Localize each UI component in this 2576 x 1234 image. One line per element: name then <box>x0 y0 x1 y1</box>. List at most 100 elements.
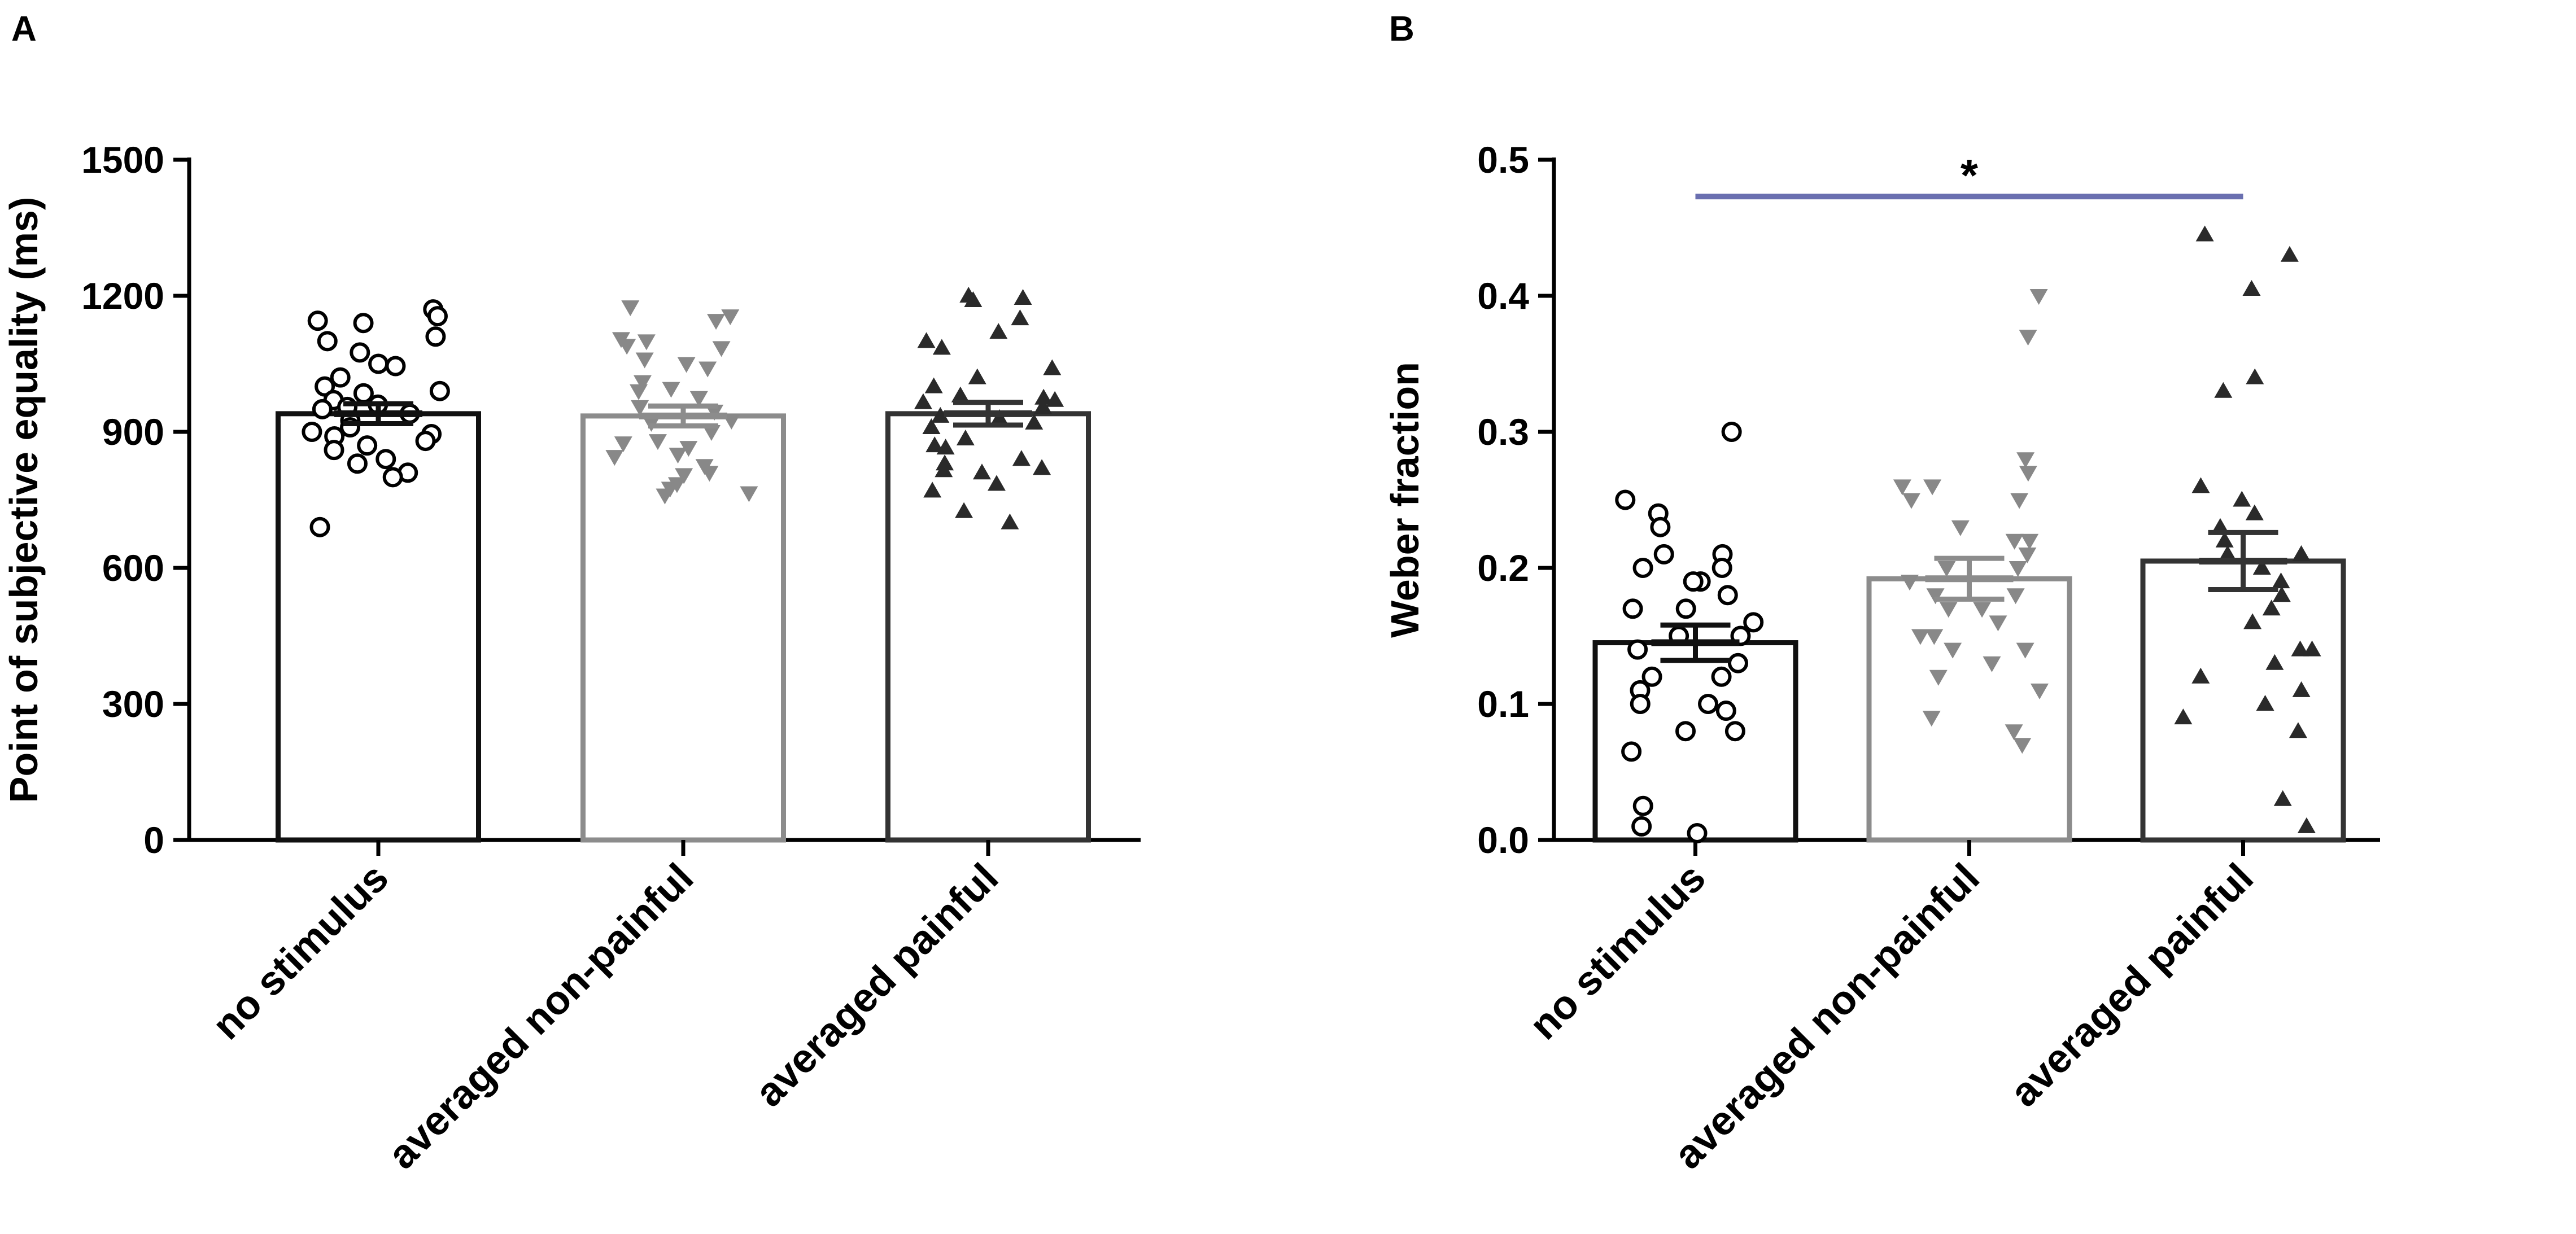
data-point <box>2016 452 2035 469</box>
data-point <box>317 331 338 352</box>
data-point <box>324 440 344 461</box>
data-point <box>677 357 696 373</box>
data-point <box>350 342 370 363</box>
data-point <box>705 404 724 421</box>
data-point <box>702 425 721 441</box>
data-point <box>307 310 328 331</box>
data-point <box>302 422 322 442</box>
data-point <box>2233 491 2251 507</box>
data-point <box>700 466 719 482</box>
data-point <box>1621 741 1642 762</box>
y-tick-label: 600 <box>102 547 164 589</box>
data-point <box>689 391 708 407</box>
data-point <box>1632 558 1653 578</box>
data-point <box>357 435 378 456</box>
data-point <box>1926 588 1945 605</box>
data-point <box>973 463 992 480</box>
data-point <box>1683 571 1704 592</box>
data-point <box>936 439 955 455</box>
data-point <box>2256 695 2274 711</box>
data-point <box>987 475 1006 491</box>
y-tick-label: 0.4 <box>1477 275 1529 317</box>
data-point <box>330 367 351 388</box>
data-point <box>740 486 758 502</box>
data-point <box>925 436 944 453</box>
data-point <box>1900 575 1919 591</box>
data-point <box>630 384 648 400</box>
data-point <box>2016 642 2034 659</box>
data-point <box>1011 309 1029 326</box>
data-point <box>712 341 731 357</box>
data-point <box>1721 422 1742 442</box>
data-point <box>1043 359 1062 375</box>
y-tick-label: 1500 <box>81 139 164 181</box>
data-point <box>1653 544 1674 565</box>
data-point <box>2265 654 2284 670</box>
data-point <box>656 488 674 505</box>
panel-label: B <box>1389 10 1414 49</box>
data-point <box>1622 598 1643 619</box>
data-point <box>618 339 636 355</box>
bar <box>2140 558 2346 843</box>
data-point <box>635 352 654 369</box>
data-point <box>936 454 954 471</box>
data-point <box>605 450 624 466</box>
data-point <box>989 323 1008 339</box>
data-point <box>990 409 1008 425</box>
data-point <box>382 467 403 488</box>
data-point <box>2005 533 2024 550</box>
data-point <box>614 436 632 453</box>
data-point <box>1727 653 1748 673</box>
data-point <box>1923 479 1942 496</box>
data-point <box>368 353 389 374</box>
data-point <box>2006 588 2025 605</box>
data-point <box>2291 640 2309 657</box>
data-point <box>1046 391 1064 407</box>
bar <box>276 411 481 843</box>
data-point <box>1641 666 1662 687</box>
data-point <box>2191 667 2210 684</box>
data-point <box>1893 479 1911 496</box>
data-point <box>621 300 640 317</box>
data-point <box>1922 711 1941 727</box>
data-point <box>1711 666 1732 687</box>
data-point <box>2273 790 2292 806</box>
category-label: averaged non-painful <box>1665 855 1988 1178</box>
significance-star: * <box>1961 150 1979 200</box>
data-point <box>631 400 649 416</box>
category-label: averaged painful <box>746 855 1007 1115</box>
data-point <box>2215 531 2234 548</box>
data-point <box>347 453 368 474</box>
data-point <box>951 386 970 402</box>
data-point <box>1944 642 1962 659</box>
data-point <box>964 291 983 308</box>
data-point <box>2005 724 2023 741</box>
data-point <box>1632 795 1653 816</box>
data-point <box>2272 586 2291 602</box>
bar <box>1866 576 2072 843</box>
data-point <box>2020 533 2039 550</box>
data-point <box>914 393 932 409</box>
y-tick-label: 300 <box>102 683 164 725</box>
data-point <box>1698 694 1719 714</box>
data-point <box>1650 517 1671 537</box>
data-point <box>2297 817 2316 833</box>
data-point <box>2191 477 2210 493</box>
data-point <box>931 406 950 423</box>
data-point <box>2030 683 2049 699</box>
data-point <box>2019 330 2037 346</box>
data-point <box>2289 722 2307 738</box>
y-tick-label: 1200 <box>81 275 164 317</box>
data-point <box>2013 738 2032 754</box>
y-tick-label: 0.1 <box>1477 683 1529 725</box>
data-point <box>312 399 333 419</box>
data-point <box>968 368 986 384</box>
data-point <box>1014 289 1032 305</box>
data-point <box>2303 640 2321 657</box>
data-point <box>353 313 374 334</box>
y-tick-label: 0 <box>143 819 164 861</box>
data-point <box>1711 558 1732 578</box>
data-point <box>2019 466 2037 482</box>
data-point <box>1627 639 1648 660</box>
